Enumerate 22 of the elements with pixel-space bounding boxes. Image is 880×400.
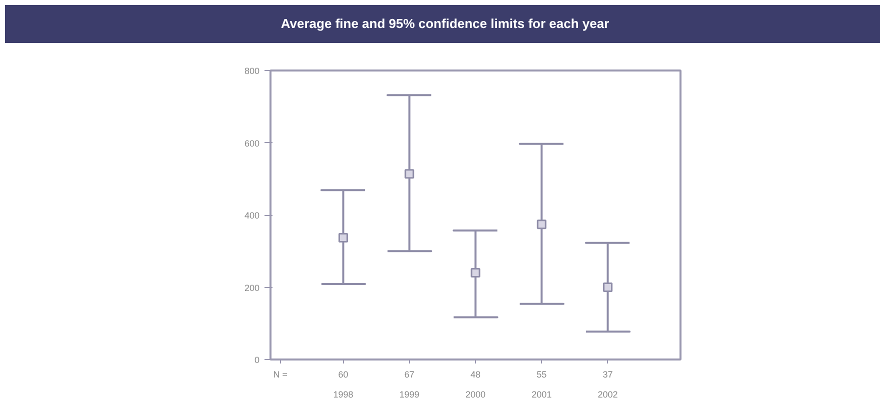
chart-title: Average fine and 95% confidence limits for each year [280, 15, 610, 33]
y-tick-label: 800 [244, 66, 260, 76]
x-tick-label: 2000 [465, 390, 486, 400]
point [470, 268, 480, 278]
point [404, 169, 414, 179]
x-tick-label: 1998 [333, 390, 354, 400]
y-tick-label: 600 [244, 138, 260, 148]
point [338, 233, 348, 243]
y-tick-label: 200 [244, 282, 260, 293]
x-tick-label: 2002 [598, 390, 618, 400]
text: 48 [470, 370, 481, 380]
y-tick-label: 400 [244, 210, 260, 220]
text: 55 [536, 370, 547, 380]
text: 37 [602, 370, 613, 380]
text: 60 [338, 370, 348, 380]
y-tick-label: 0 [254, 355, 260, 365]
text: N = [273, 370, 288, 380]
x-tick-label: 1999 [399, 390, 420, 400]
point [603, 282, 613, 292]
x-tick-label: 2001 [532, 390, 552, 400]
text: 67 [404, 370, 414, 380]
point [536, 220, 546, 230]
